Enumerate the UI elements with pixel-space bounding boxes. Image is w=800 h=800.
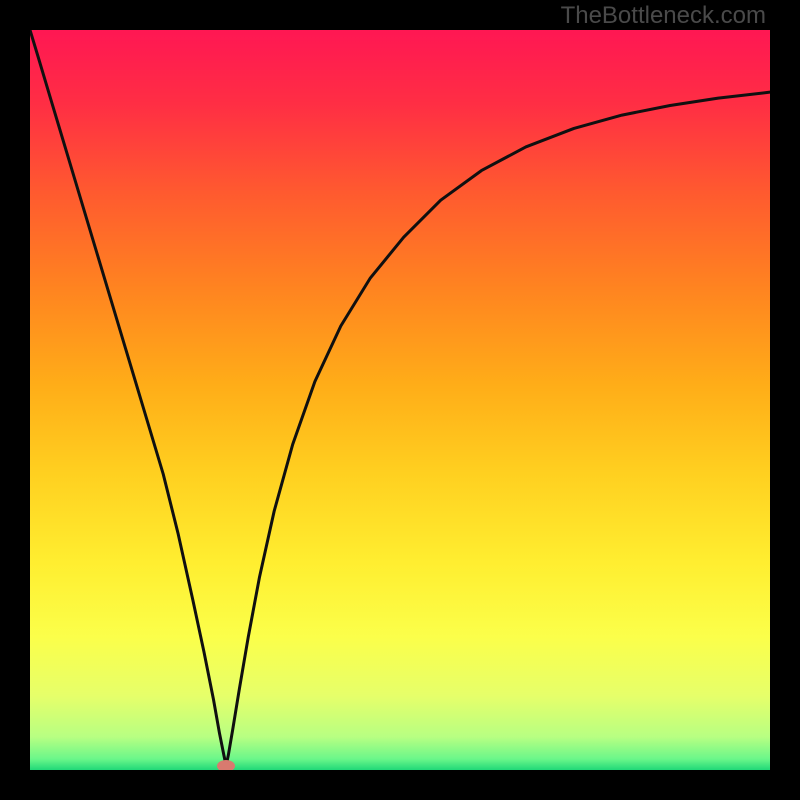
watermark-text: TheBottleneck.com [561, 2, 766, 30]
chart-frame: TheBottleneck.com [0, 0, 800, 800]
outer-border [0, 0, 800, 800]
